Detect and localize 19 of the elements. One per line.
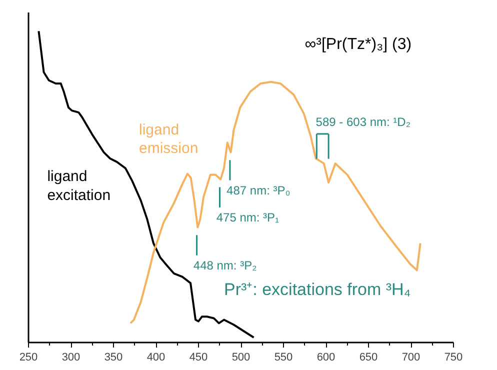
chart-title: ∞³[Pr(Tz*)₃] (3) [304, 36, 412, 53]
x-tick-label: 650 [359, 352, 378, 364]
x-tick-label: 400 [146, 352, 166, 364]
x-tick-label: 550 [274, 352, 293, 364]
x-tick-label: 750 [444, 352, 463, 364]
x-tick-label: 700 [402, 352, 420, 364]
series-label: ligand excitation [47, 168, 111, 204]
series-label: ligand emission [139, 121, 198, 158]
x-tick-label: 300 [62, 352, 80, 364]
x-tick-label: 250 [19, 352, 38, 364]
x-tick-label: 600 [316, 352, 336, 364]
annotation: 487 nm: ³P₀ [226, 183, 290, 198]
annotation: 589 - 603 nm: ¹D₂ [316, 115, 411, 130]
annotation: 475 nm: ³P₁ [216, 210, 280, 224]
x-tick-label: 500 [232, 352, 250, 364]
annotation: 448 nm: ³P₂ [193, 258, 258, 272]
x-tick-label: 450 [189, 352, 208, 364]
x-tick-label: 350 [104, 352, 123, 364]
annotation: Pr³⁺: excitations from ³H₄ [224, 280, 411, 299]
